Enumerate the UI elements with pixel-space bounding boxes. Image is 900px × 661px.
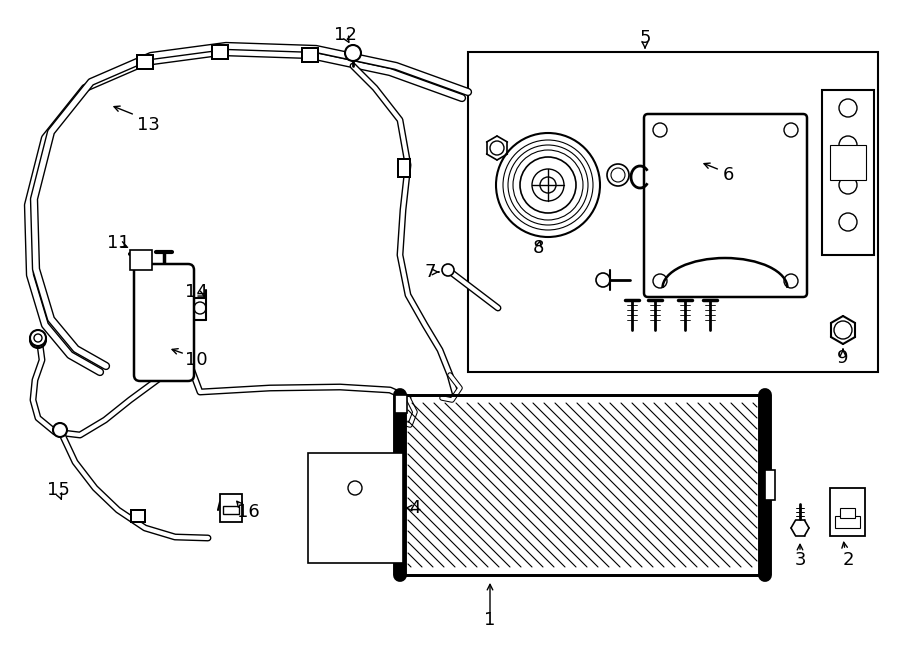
Bar — [213, 46, 227, 58]
Text: 5: 5 — [639, 29, 651, 47]
Text: 16: 16 — [237, 503, 259, 521]
Text: 3: 3 — [794, 551, 806, 569]
Text: 14: 14 — [184, 283, 207, 301]
Text: 1: 1 — [484, 611, 496, 629]
Text: 12: 12 — [334, 26, 356, 44]
Bar — [395, 395, 407, 413]
Bar — [468, 52, 878, 372]
Bar — [136, 54, 154, 70]
Bar — [308, 453, 403, 563]
Circle shape — [442, 264, 454, 276]
Bar — [400, 395, 765, 575]
Circle shape — [53, 423, 67, 437]
Bar — [130, 250, 152, 270]
Text: 11: 11 — [106, 234, 130, 252]
Bar — [301, 47, 319, 63]
FancyBboxPatch shape — [134, 264, 194, 381]
Text: 8: 8 — [532, 239, 544, 257]
Bar — [132, 511, 144, 521]
Polygon shape — [822, 90, 874, 255]
Bar — [223, 506, 239, 514]
Text: 6: 6 — [723, 166, 734, 184]
Bar — [303, 49, 317, 61]
Bar — [400, 395, 765, 575]
Bar — [397, 158, 411, 178]
Text: 2: 2 — [842, 551, 854, 569]
FancyBboxPatch shape — [644, 114, 807, 297]
Bar — [211, 44, 229, 60]
Text: 13: 13 — [137, 116, 159, 134]
Text: 15: 15 — [47, 481, 69, 499]
Bar — [840, 508, 855, 518]
Bar — [830, 488, 865, 536]
Text: 9: 9 — [837, 349, 849, 367]
Bar — [138, 56, 152, 68]
Bar — [830, 145, 866, 180]
Circle shape — [30, 332, 46, 348]
Text: 10: 10 — [184, 351, 207, 369]
Circle shape — [30, 330, 46, 346]
Bar — [399, 160, 409, 176]
Bar — [130, 509, 146, 523]
Circle shape — [345, 45, 361, 61]
Text: 4: 4 — [410, 499, 421, 517]
Bar — [835, 516, 860, 528]
Text: 7: 7 — [424, 263, 436, 281]
Bar — [220, 494, 242, 522]
Bar — [390, 470, 400, 500]
Bar — [765, 470, 775, 500]
